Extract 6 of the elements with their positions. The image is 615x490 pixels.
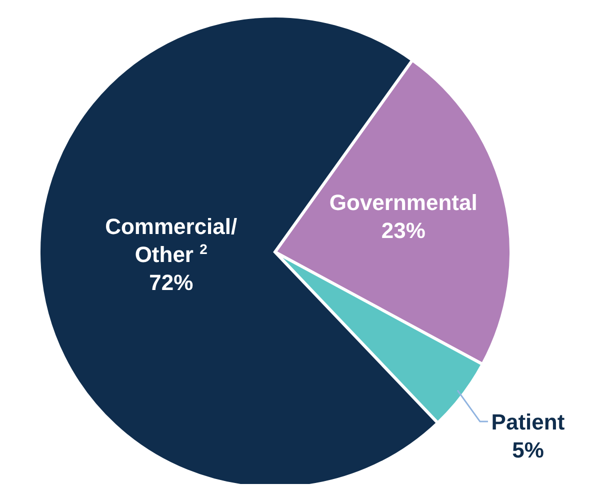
slice-label: Patient bbox=[491, 410, 566, 435]
slice-label: Commercial/ Other $^{2}$ bbox=[105, 214, 238, 267]
data-label: 23% bbox=[381, 218, 426, 244]
slice-label: Governmental bbox=[329, 190, 478, 216]
data-label: 5% bbox=[512, 438, 544, 463]
data-label: 72% bbox=[149, 270, 194, 295]
